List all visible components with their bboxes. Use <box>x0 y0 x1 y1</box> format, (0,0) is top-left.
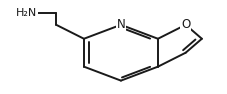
Text: N: N <box>116 18 125 31</box>
Text: O: O <box>180 18 190 31</box>
Text: H₂N: H₂N <box>15 8 37 18</box>
